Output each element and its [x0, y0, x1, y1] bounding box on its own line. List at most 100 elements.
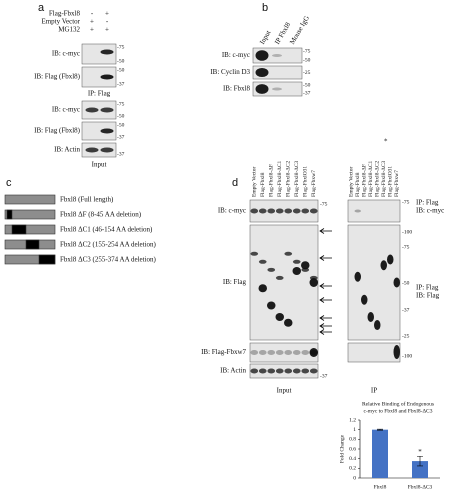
blot-label: IB: c-myc — [218, 207, 246, 215]
band — [309, 208, 318, 214]
arrow — [319, 315, 332, 321]
construct-label: Fbxl8 ΔC2 (155-254 AA deletion) — [60, 241, 157, 249]
band — [284, 208, 293, 214]
size-marker: -37 — [303, 90, 311, 96]
size-marker: -37 — [117, 151, 125, 157]
band — [275, 313, 284, 321]
band — [258, 284, 267, 293]
construct-label: Fbxl8 ΔC3 (255-374 AA deletion) — [60, 256, 157, 264]
size-marker: -75 — [320, 201, 328, 207]
band — [255, 67, 269, 78]
band — [292, 267, 301, 275]
y-axis-label: Fold Change — [339, 434, 345, 463]
construct-label: Fbxl8 ΔC1 (46-154 AA deletion) — [60, 226, 153, 234]
arrow — [319, 323, 332, 329]
condition-sign: + — [105, 26, 109, 34]
band — [255, 50, 269, 61]
condition-sign: + — [105, 10, 109, 18]
size-marker: -37 — [402, 307, 410, 313]
blot — [81, 66, 117, 88]
band — [393, 277, 400, 288]
band — [100, 107, 114, 113]
size-marker: -100 — [402, 229, 412, 235]
size-marker: -50 — [402, 280, 410, 286]
y-tick-label: 0.6 — [349, 446, 356, 452]
size-marker: -50 — [117, 122, 125, 128]
lane-label: Mouse IgG — [288, 14, 311, 45]
condition-sign: + — [90, 18, 94, 26]
band — [267, 350, 276, 355]
band — [301, 350, 310, 355]
band — [301, 267, 310, 272]
blot-label: IB: Actin — [220, 367, 246, 375]
lane-label: Flag-Fbxl8-ΔC3 — [381, 161, 387, 197]
size-marker: -25 — [303, 70, 311, 76]
caption: IP: Flag — [88, 90, 111, 98]
construct-label: Fbxl8 (Full length) — [60, 196, 114, 204]
blot — [347, 199, 401, 223]
band — [284, 368, 293, 374]
ip-label: IB: Flag — [416, 292, 440, 300]
error-bar — [417, 455, 423, 467]
condition-label: Flag-Fbxl8 — [49, 10, 81, 18]
chart-title: c-myc to Fbxl8 and Fbxl8-ΔC3 — [364, 408, 433, 414]
band — [301, 208, 310, 214]
lane-label: Flag-Fbxl8-ΔC1 — [368, 161, 374, 197]
size-marker: -75 — [402, 199, 410, 205]
blot-label: IB: Fbxl8 — [223, 85, 251, 93]
band — [393, 345, 400, 359]
size-marker: -100 — [402, 353, 412, 359]
band — [292, 259, 301, 264]
y-tick-label: 0.2 — [349, 466, 356, 472]
band — [284, 350, 293, 355]
caption: Input — [92, 161, 107, 169]
lane-label: Flag-Fbxl8 — [355, 172, 361, 197]
band — [100, 74, 114, 80]
band — [267, 368, 276, 374]
condition-label: MG132 — [58, 26, 80, 34]
construct-label: Fbxl8 ΔF (8-45 AA deletion) — [60, 211, 142, 219]
y-tick-label: 1.2 — [349, 417, 356, 423]
lane-label: Flag-Fbxl8-ΔC2 — [286, 161, 292, 197]
lane-label: Flag-FbxlO31 — [388, 166, 394, 197]
band — [250, 251, 259, 256]
band — [272, 87, 282, 91]
blot — [81, 121, 117, 141]
band — [292, 208, 301, 214]
band — [275, 368, 284, 374]
size-marker: -37 — [117, 134, 125, 140]
lane-label: Flag-Fbxl8-ΔF — [269, 164, 275, 197]
size-marker: -50 — [303, 57, 311, 63]
blot-label: IB: c-myc — [52, 106, 80, 114]
arrow — [319, 228, 332, 234]
lane-label: Empty Vector — [349, 167, 355, 197]
blot — [347, 342, 401, 363]
blot — [249, 363, 319, 379]
caption: IP — [371, 387, 377, 395]
x-tick-label: Fbxl8 — [374, 484, 387, 490]
size-marker: -75 — [402, 244, 410, 250]
band — [258, 350, 267, 355]
lane-label: Flag-Fbxl8-ΔC2 — [375, 161, 381, 197]
blot-label: IB: Cyclin D3 — [210, 68, 250, 76]
blot-label: IB: c-myc — [52, 50, 80, 58]
band — [267, 301, 276, 310]
band — [292, 368, 301, 374]
condition-label: Empty Vector — [41, 18, 80, 26]
band — [275, 208, 284, 214]
construct-diagram — [4, 194, 56, 265]
band — [361, 294, 368, 305]
size-marker: -75 — [303, 48, 311, 54]
blot — [249, 224, 319, 341]
band — [258, 208, 267, 214]
y-tick-label: 1 — [353, 427, 356, 433]
error-bar — [377, 428, 383, 431]
band — [367, 312, 374, 322]
condition-sign: - — [106, 18, 109, 26]
arrow — [319, 255, 332, 261]
ip-label: IB: c-myc — [416, 207, 444, 215]
annotation: * — [418, 448, 422, 456]
lane-label: Empty Vector — [252, 167, 258, 197]
arrow — [319, 283, 332, 289]
